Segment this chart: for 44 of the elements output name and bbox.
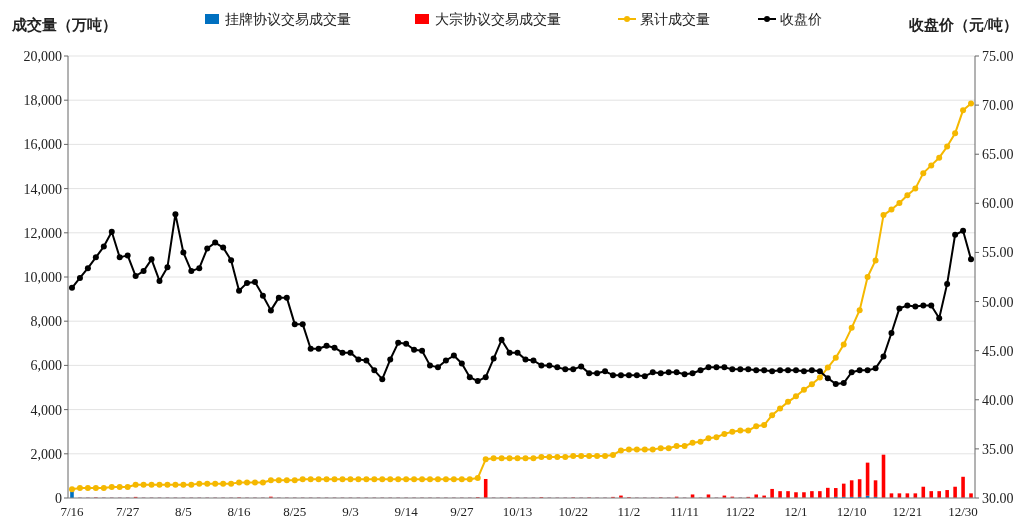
y2-tick-label: 40.00: [982, 392, 1014, 408]
y2-tick-label: 65.00: [982, 147, 1014, 163]
y2-tick-label: 60.00: [982, 196, 1014, 212]
y2-axis-title: 收盘价（元/吨）: [908, 17, 1018, 33]
x-tick-label: 10/13: [502, 504, 533, 519]
legend-label: 收盘价: [780, 12, 822, 27]
x-tick-label: 8/5: [175, 504, 192, 519]
y-tick-label: 0: [55, 491, 62, 506]
x-tick-label: 8/25: [283, 504, 307, 519]
x-tick-label: 8/16: [227, 504, 252, 519]
x-tick-label: 9/27: [450, 504, 474, 519]
legend-label: 大宗协议交易成交量: [435, 12, 561, 27]
y2-tick-label: 30.00: [982, 491, 1014, 506]
y-tick-label: 18,000: [23, 93, 62, 109]
y2-tick-label: 50.00: [982, 294, 1014, 310]
y-tick-label: 14,000: [23, 181, 62, 197]
y-tick-label: 20,000: [23, 49, 62, 64]
x-tick-label: 12/21: [892, 504, 923, 519]
x-tick-label: 11/22: [725, 504, 755, 519]
x-tick-label: 9/14: [394, 504, 419, 519]
x-tick-label: 12/30: [948, 504, 978, 519]
x-tick-label: 10/22: [558, 504, 589, 519]
y2-tick-label: 70.00: [982, 98, 1014, 114]
y-tick-label: 2,000: [30, 446, 62, 462]
x-tick-label: 11/2: [617, 504, 641, 519]
y2-tick-label: 35.00: [982, 441, 1014, 457]
x-tick-label: 7/27: [116, 504, 140, 519]
x-tick-label: 12/1: [784, 504, 808, 519]
legend-label: 挂牌协议交易成交量: [225, 12, 351, 27]
x-tick-label: 9/3: [342, 504, 359, 519]
legend-label: 累计成交量: [640, 12, 710, 27]
y-tick-label: 16,000: [23, 137, 62, 153]
y2-tick-label: 75.00: [982, 49, 1014, 64]
y-tick-label: 6,000: [30, 358, 62, 374]
y2-tick-label: 55.00: [982, 245, 1014, 261]
y-tick-label: 4,000: [30, 402, 62, 418]
x-tick-label: 11/11: [670, 504, 699, 519]
y-tick-label: 12,000: [23, 225, 62, 241]
y-axis-title: 成交量（万吨）: [11, 16, 117, 33]
y-tick-label: 10,000: [23, 270, 62, 285]
y2-tick-label: 45.00: [982, 343, 1014, 359]
x-tick-label: 12/10: [836, 504, 867, 519]
x-tick-label: 7/16: [60, 504, 85, 519]
y-tick-label: 8,000: [30, 314, 62, 330]
